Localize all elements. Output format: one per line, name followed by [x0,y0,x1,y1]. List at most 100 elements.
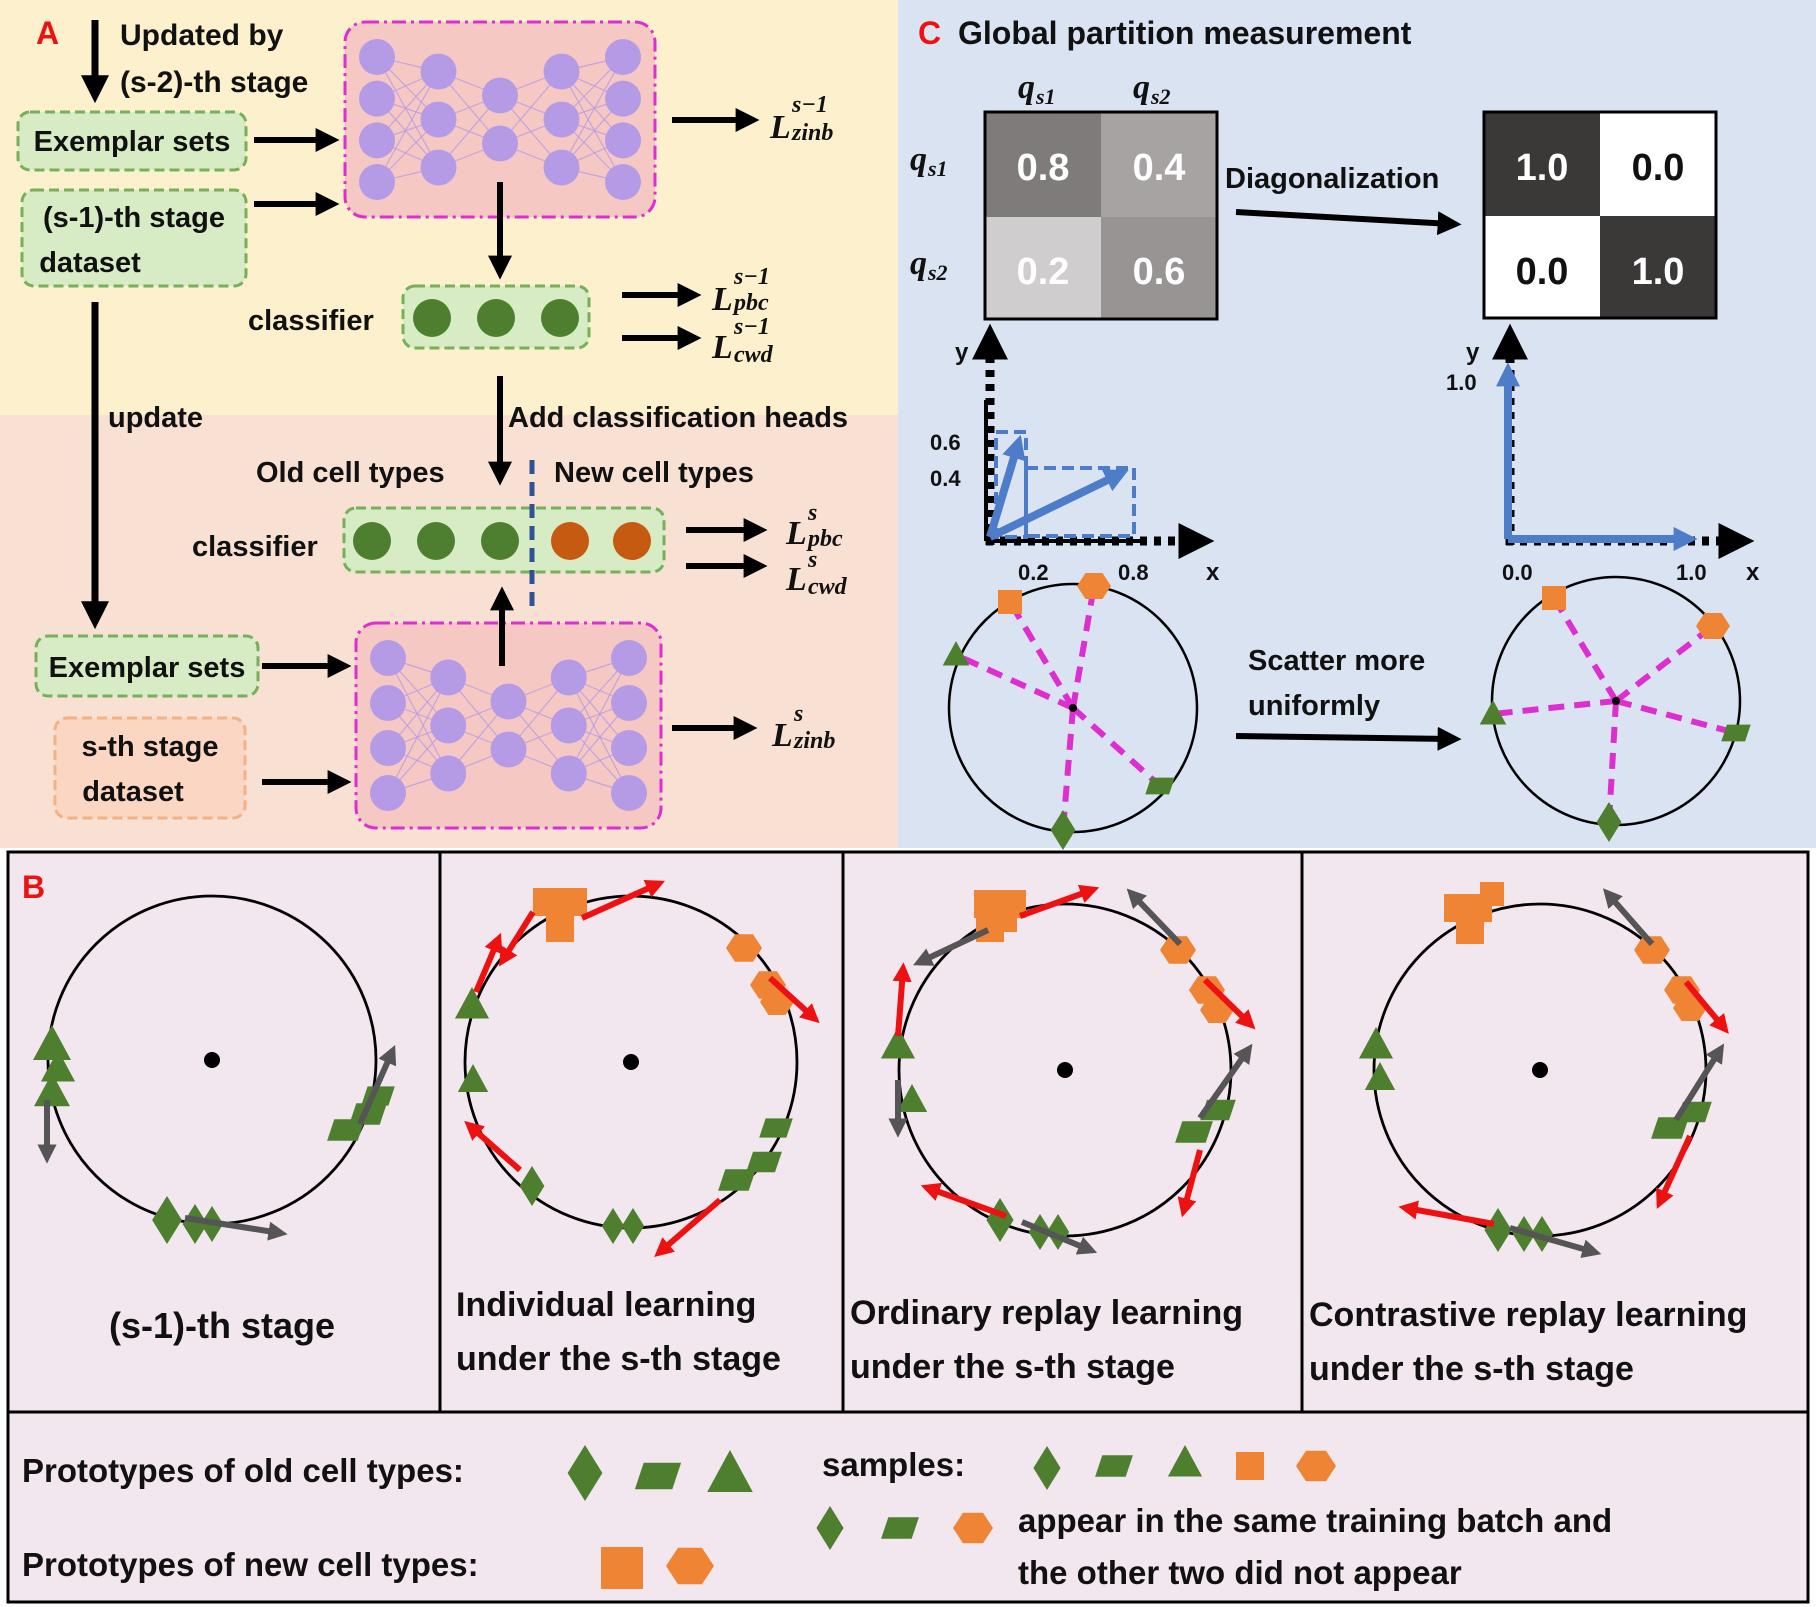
loss-cwd-prev: L s−1 cwd [711,314,774,368]
loss-pbc-cur-sup: s [807,500,817,526]
network-connection [568,677,630,794]
matrix-before-cell [1101,112,1217,217]
legend-batch-2: the other two did not appear [1018,1554,1462,1591]
parallelogram-shape [881,1517,919,1539]
red-arrow [473,932,503,994]
label-add-heads: Add classification heads [508,402,848,434]
diamond-shape [1530,1216,1554,1252]
row-header-qs2-q: q [910,245,927,282]
panel-b-letter: B [22,869,45,905]
axes-right-tick-x0: 0.0 [1502,560,1533,585]
network-neuron [611,640,647,676]
loss-zinb-cur-L: L [771,717,793,754]
label-updated-by-2: (s-2)-th stage [120,66,308,99]
caption-contrastive-1: Contrastive replay learning [1309,1296,1747,1334]
red-arrow [767,975,820,1024]
network-neuron [430,755,467,792]
legend-old-prototypes: Prototypes of old cell types: [22,1452,464,1489]
circle-before [942,573,1199,850]
loss-zinb-cur-sup: s [793,701,803,727]
legend: Prototypes of old cell types: Prototypes… [6,1410,1810,1604]
matrix-before-cell [985,112,1101,217]
parallelogram-shape [1145,777,1175,795]
loss-pbc-prev-sub: pbc [732,290,769,316]
row-header-qs1: q s1 [910,141,948,181]
network-neuron [543,53,580,90]
spoke-line [1070,585,1097,709]
triangle-shape [942,641,970,666]
network-neuron [550,659,587,696]
axes-left-vector-q1 [986,434,1026,539]
loss-cwd-cur-L: L [785,561,807,598]
row-header-qs2-sub: s2 [927,260,948,285]
hexagon-shape [726,934,762,962]
circle-after [1479,575,1751,842]
matrix-after-value: 1.0 [1632,251,1685,293]
square-shape [1480,882,1504,906]
square-shape [533,888,561,916]
network-connection [568,657,630,774]
red-arrow [892,962,912,1037]
caption-contrastive-2: under the s-th stage [1309,1350,1634,1388]
axes-left-dashed-box [1024,466,1136,538]
label-update: update [108,402,203,434]
network-connection [376,71,440,183]
matrix-before-value: 0.4 [1133,147,1186,189]
square-shape [546,914,574,942]
panel-c: C Global partition measurement q s1 q s2… [898,0,1816,850]
ring-center [204,1052,220,1068]
spoke-line [1551,596,1619,703]
network-top [343,20,657,219]
col-header-qs2: q s2 [1133,69,1171,109]
gray-arrow [1673,1043,1725,1122]
axes-right-x-label: x [1746,559,1760,586]
spoke-line [954,652,1075,711]
axes-right-tick-y: 1.0 [1446,370,1477,395]
triangle-shape [454,987,490,1019]
matrix-after-value: 0.0 [1516,251,1569,293]
gray-arrow [184,1215,288,1241]
network-neuron [430,707,467,744]
classifier-top-node [413,299,451,337]
loss-zinb-prev: L s−1 zinb [769,92,833,146]
triangle-shape [896,1084,928,1112]
triangle-shape [457,1064,489,1092]
network-neuron [370,730,406,766]
loss-cwd-cur: L s cwd [785,547,848,600]
network-connection [376,56,440,168]
diamond-shape [1596,802,1622,842]
network-neuron [420,149,457,186]
axes-right-tick-x1: 1.0 [1676,560,1707,585]
matrix-after-cell [1484,112,1600,216]
circle-center [1069,704,1077,712]
red-arrow [464,1120,522,1173]
red-arrow [1398,1200,1495,1227]
network-neuron [543,149,580,186]
legend-shapes [567,1445,1336,1589]
matrix-after-value: 1.0 [1516,147,1569,189]
axes-left-vector-q2 [988,469,1129,541]
network-neuron [420,101,457,138]
square-shape [1456,916,1484,944]
legend-samples: samples: [822,1446,965,1483]
spoke-line [1614,623,1715,704]
matrix-before-value: 0.8 [1017,147,1070,189]
classifier-bottom-label: classifier [192,531,318,563]
loss-pbc-prev: L s−1 pbc [711,264,770,318]
red-arrow [1656,1134,1693,1209]
loss-cwd-prev-sub: cwd [734,342,774,368]
hexagon-shape [1160,936,1196,964]
network-neuron [359,80,395,117]
loss-cwd-cur-sub: cwd [808,574,848,600]
network-neuron [605,80,641,117]
ring-center [623,1054,639,1070]
square-shape [1236,1452,1264,1480]
triangle-shape [1167,1445,1203,1477]
loss-pbc-cur: L s pbc [785,500,843,552]
network-neuron [611,775,647,811]
hexagon-shape [1189,976,1225,1004]
triangle-shape [1358,1027,1394,1059]
triangle-shape [1479,700,1507,725]
red-arrow [1683,980,1729,1034]
diamond-shape [1033,1446,1061,1490]
